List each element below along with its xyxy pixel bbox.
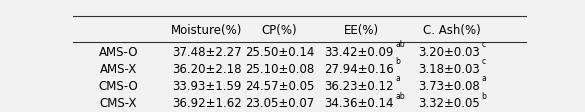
Text: 3.20±0.03: 3.20±0.03 [418, 46, 480, 59]
Text: 36.23±0.12: 36.23±0.12 [324, 80, 394, 93]
Text: 33.93±1.59: 33.93±1.59 [172, 80, 242, 93]
Text: 24.57±0.05: 24.57±0.05 [245, 80, 314, 93]
Text: CMS-X: CMS-X [99, 97, 137, 111]
Text: AMS-X: AMS-X [100, 63, 137, 76]
Text: AMS-O: AMS-O [99, 46, 138, 59]
Text: CMS-O: CMS-O [99, 80, 138, 93]
Text: 23.05±0.07: 23.05±0.07 [245, 97, 314, 111]
Text: a: a [395, 74, 400, 83]
Text: c: c [481, 57, 486, 66]
Text: 37.48±2.27: 37.48±2.27 [172, 46, 242, 59]
Text: C. Ash(%): C. Ash(%) [423, 24, 480, 37]
Text: EE(%): EE(%) [343, 24, 378, 37]
Text: 3.18±0.03: 3.18±0.03 [418, 63, 480, 76]
Text: 36.20±2.18: 36.20±2.18 [172, 63, 242, 76]
Text: CP(%): CP(%) [261, 24, 297, 37]
Text: 25.50±0.14: 25.50±0.14 [245, 46, 314, 59]
Text: 25.10±0.08: 25.10±0.08 [245, 63, 314, 76]
Text: b: b [481, 92, 486, 101]
Text: Moisture(%): Moisture(%) [171, 24, 243, 37]
Text: 36.92±1.62: 36.92±1.62 [172, 97, 242, 111]
Text: b: b [395, 57, 400, 66]
Text: 3.73±0.08: 3.73±0.08 [418, 80, 480, 93]
Text: 34.36±0.14: 34.36±0.14 [324, 97, 394, 111]
Text: 33.42±0.09: 33.42±0.09 [324, 46, 394, 59]
Text: a: a [481, 74, 486, 83]
Text: 3.32±0.05: 3.32±0.05 [418, 97, 480, 111]
Text: 27.94±0.16: 27.94±0.16 [324, 63, 394, 76]
Text: ab: ab [395, 92, 405, 101]
Text: c: c [481, 40, 486, 49]
Text: ab: ab [395, 40, 405, 49]
